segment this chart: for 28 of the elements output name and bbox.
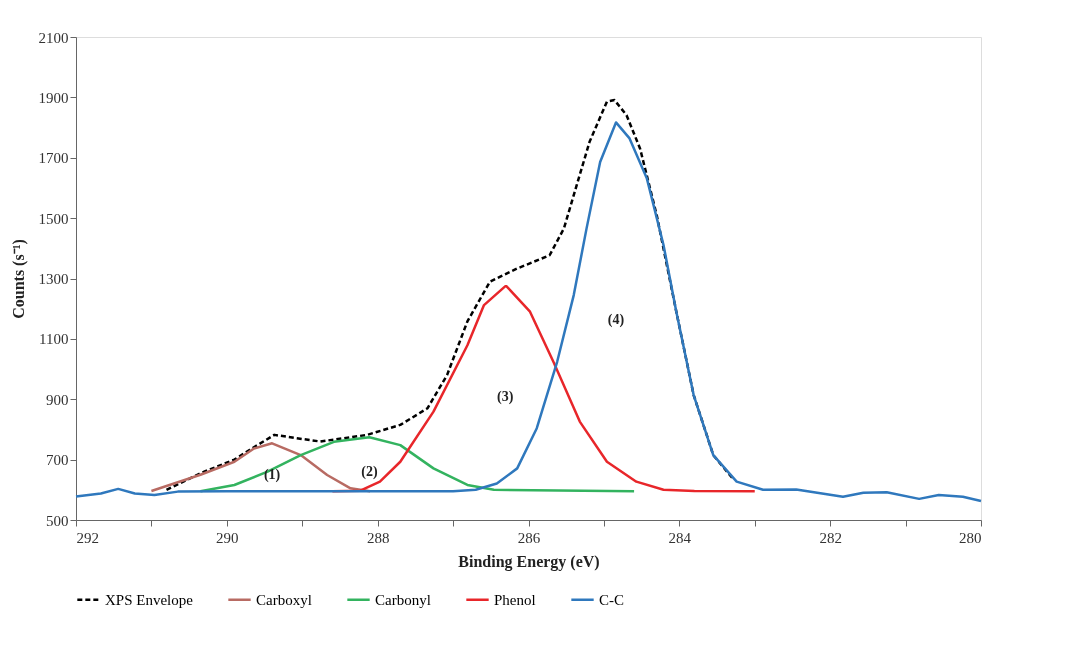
y-tick-label: 900: [46, 391, 69, 408]
y-axis-title: Counts (s⁻¹): [9, 239, 28, 319]
y-tick-label: 1500: [38, 210, 69, 227]
x-axis-title: Binding Energy (eV): [458, 552, 600, 571]
y-tick-label: 700: [46, 452, 69, 469]
line-series: [74, 121, 983, 503]
y-tick-label: 1700: [38, 150, 69, 167]
y-tick-label: 1900: [38, 89, 69, 106]
x-tick-label: 282: [819, 529, 842, 546]
x-tick-label: 284: [668, 529, 692, 546]
legend-label: C-C: [599, 591, 625, 608]
annotation: (2): [361, 464, 378, 481]
x-tick-label: 286: [517, 529, 541, 546]
x-tick-label: 280: [959, 529, 982, 546]
annotation: (3): [496, 388, 514, 405]
annotation: (4): [607, 311, 625, 328]
annotation: (1): [263, 467, 281, 484]
y-tick-label: 1300: [38, 271, 69, 287]
x-tick-label: 288: [366, 529, 390, 546]
x-tick-label: 290: [216, 529, 239, 546]
y-tick-label: 500: [46, 512, 69, 529]
legend-label: XPS Envelope: [105, 591, 194, 608]
x-tick-label: 292: [76, 529, 99, 546]
y-tick-label: 2100: [38, 29, 69, 46]
legend-label: Carbonyl: [375, 591, 431, 608]
legend-label: Carboxyl: [256, 591, 312, 608]
legend-label: Phenol: [494, 591, 536, 608]
y-tick-label: 1100: [39, 331, 69, 348]
